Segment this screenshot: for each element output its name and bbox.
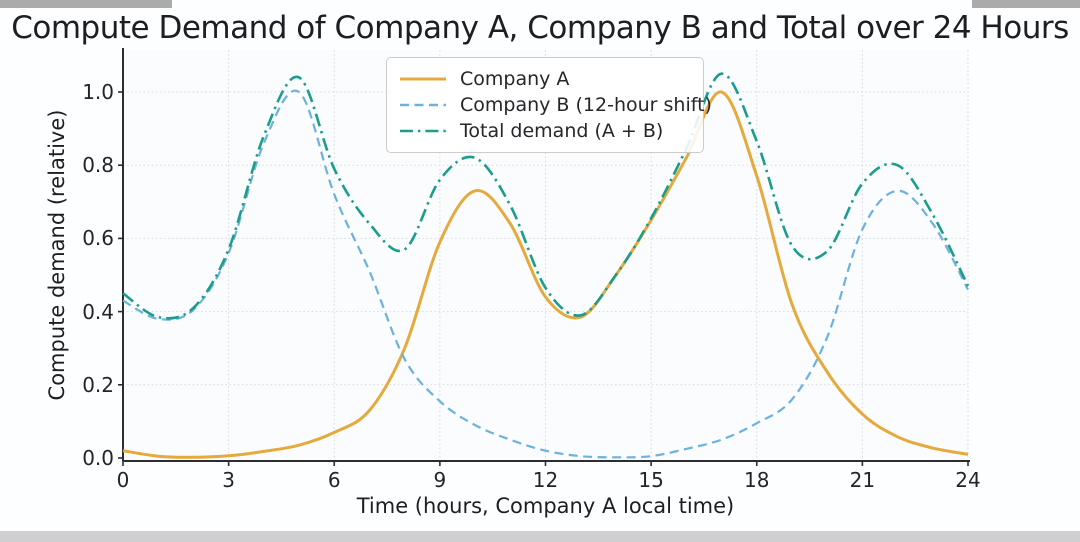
screen-edge-artifact-bottom — [0, 531, 1080, 542]
legend-line-swatch — [399, 92, 447, 118]
x-tick-label-12: 12 — [532, 468, 559, 492]
y-tick-label-0.8: 0.8 — [82, 153, 114, 178]
y-tick-label-0.4: 0.4 — [82, 299, 114, 324]
data-series-lines — [122, 72, 970, 459]
legend-line-swatch — [399, 66, 447, 92]
legend-item-company-b: Company B (12-hour shift) — [399, 92, 712, 118]
y-tick-label-0.0: 0.0 — [82, 446, 114, 470]
series-line-total — [122, 72, 970, 320]
y-axis-label: Compute demand (relative) — [45, 109, 69, 401]
y-tick-label-1.0: 1.0 — [82, 80, 114, 104]
series-line-company-a — [122, 90, 969, 459]
screen-edge-artifact-top-right — [972, 0, 1080, 8]
series-line-company-b — [122, 89, 969, 459]
x-tick-label-3: 3 — [222, 468, 235, 492]
legend-item-total: Total demand (A + B) — [399, 118, 691, 144]
legend-line-swatch — [399, 118, 447, 144]
x-tick-label-15: 15 — [638, 468, 664, 492]
legend-label: Total demand (A + B) — [460, 120, 664, 142]
legend-item-company-a: Company A — [399, 66, 691, 92]
x-tick-label-21: 21 — [849, 468, 876, 492]
legend-label: Company B (12-hour shift) — [460, 94, 712, 116]
x-tick-label-0: 0 — [116, 468, 130, 492]
x-tick-label-6: 6 — [327, 468, 341, 492]
x-tick-label-24: 24 — [955, 468, 981, 492]
x-tick-label-9: 9 — [433, 468, 447, 492]
y-tick-label-0.2: 0.2 — [82, 372, 114, 397]
axes-spines — [122, 48, 970, 462]
chart-title: Compute Demand of Company A, Company B a… — [11, 10, 1069, 46]
screen-edge-artifact-top-left — [0, 0, 172, 8]
x-axis-label: Time (hours, Company A local time) — [356, 494, 735, 518]
legend-label: Company A — [460, 68, 570, 90]
legend-box: Company A Company B (12-hour shift) Total … — [386, 57, 712, 153]
y-tick-label-0.6: 0.6 — [82, 226, 114, 251]
x-tick-label-18: 18 — [744, 468, 770, 492]
